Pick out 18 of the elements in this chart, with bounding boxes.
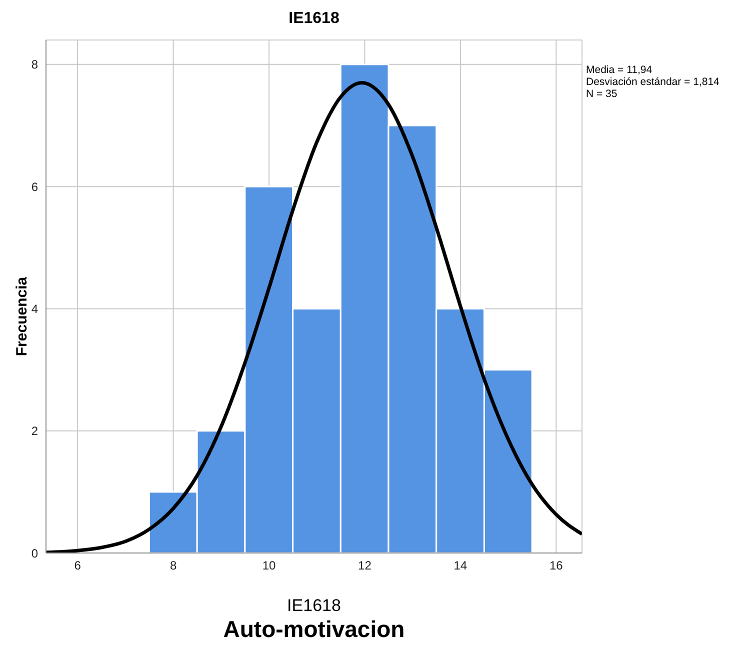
chart-title: IE1618	[288, 10, 340, 28]
x-tick-label: 6	[74, 558, 82, 573]
y-tick-label: 8	[31, 58, 38, 72]
text: Auto-motivacion	[222, 616, 406, 643]
x-tick-label: 16	[549, 558, 564, 573]
text: Media = 11,94	[586, 64, 654, 76]
text: N = 35	[586, 88, 618, 100]
x-tick-label: 12	[358, 558, 372, 573]
x-tick-label: 10	[262, 558, 276, 573]
y-tick-label: 0	[31, 546, 38, 560]
x-tick-label: 14	[454, 558, 468, 573]
y-tick-label: 4	[31, 302, 38, 316]
y-axis-title: Frecuencia	[14, 276, 30, 358]
x-axis-title: IE1618	[286, 596, 342, 616]
text: Desviación estándar = 1,814	[586, 76, 720, 88]
y-tick-label: 6	[31, 180, 38, 194]
y-tick-label: 2	[31, 424, 38, 438]
x-tick-label: 8	[170, 558, 177, 573]
